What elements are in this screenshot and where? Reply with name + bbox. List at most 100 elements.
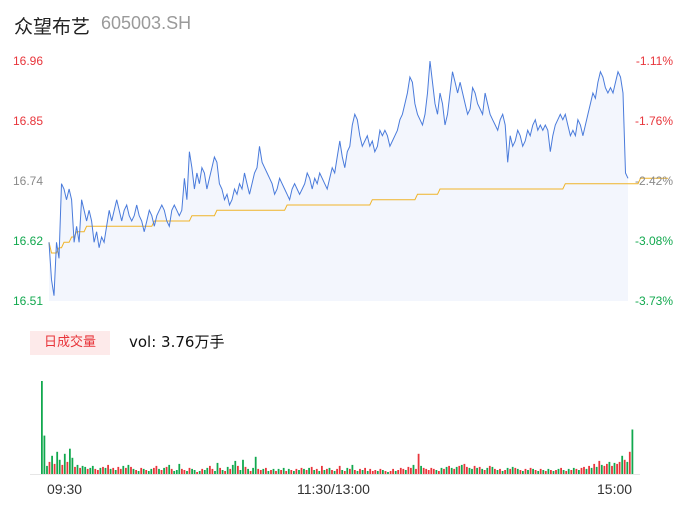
- x-tick-midday: 11:30/13:00: [297, 481, 370, 497]
- volume-bar: [486, 467, 489, 474]
- volume-bar: [130, 466, 132, 474]
- price-chart-area: [48, 60, 669, 301]
- volume-bar: [76, 464, 79, 474]
- left-axis-ticks: 16.96 16.85 16.74 16.62 16.51: [13, 54, 43, 308]
- volume-bar: [618, 461, 621, 474]
- right-tick-label: -3.73%: [635, 294, 673, 308]
- volume-bar: [231, 464, 234, 474]
- volume-bar: [420, 465, 422, 474]
- volume-bar: [257, 468, 260, 474]
- volume-bar: [163, 467, 165, 474]
- volume-bar: [112, 467, 115, 474]
- left-tick-label: 16.62: [13, 234, 43, 248]
- volume-bar: [496, 470, 499, 474]
- volume-bar: [606, 463, 608, 474]
- volume-bar: [117, 466, 120, 474]
- volume-bar: [188, 467, 191, 474]
- volume-bar: [356, 471, 359, 474]
- volume-bar: [600, 464, 603, 474]
- volume-bar: [160, 470, 163, 474]
- volume-bar: [338, 465, 341, 474]
- volume-bars: [30, 381, 640, 475]
- right-axis-ticks: -1.11% -1.76% -2.42% -3.08% -3.73%: [635, 54, 673, 308]
- volume-bar: [476, 467, 478, 474]
- volume-bar: [427, 470, 430, 474]
- volume-bar: [410, 467, 412, 474]
- volume-bar: [127, 464, 130, 474]
- volume-bar: [165, 466, 168, 474]
- volume-bar: [259, 470, 262, 474]
- volume-bar: [135, 470, 137, 474]
- volume-bar: [158, 468, 160, 474]
- volume-bar: [295, 468, 298, 474]
- volume-bar: [277, 468, 280, 474]
- volume-bar: [91, 465, 94, 474]
- volume-bar: [303, 468, 305, 474]
- volume-bar: [438, 471, 440, 474]
- volume-bar: [66, 461, 69, 474]
- left-tick-label: 16.51: [13, 294, 43, 308]
- volume-bar: [588, 465, 590, 474]
- volume-bar: [369, 468, 372, 474]
- volume-bar: [376, 471, 379, 474]
- volume-bar: [211, 468, 214, 474]
- volume-bar: [580, 467, 583, 474]
- volume-bar: [583, 466, 585, 474]
- volume-bar: [102, 466, 104, 474]
- volume-bar: [453, 468, 456, 474]
- volume-bar: [203, 470, 206, 474]
- volume-bar: [425, 468, 428, 474]
- volume-bar: [361, 470, 364, 474]
- volume-bar: [125, 467, 127, 474]
- stock-name: 众望布艺: [14, 16, 91, 38]
- volume-bar: [150, 468, 153, 474]
- volume-bar: [308, 467, 310, 474]
- volume-bar: [384, 471, 387, 474]
- volume-bar: [209, 465, 211, 474]
- volume-bar: [252, 467, 254, 474]
- volume-bar: [201, 468, 204, 474]
- volume-bar: [611, 465, 613, 474]
- volume-bar: [336, 468, 338, 474]
- volume-bar: [63, 453, 66, 474]
- volume-bar: [399, 467, 402, 474]
- volume-bar: [616, 463, 618, 474]
- volume-bar: [132, 468, 135, 474]
- volume-bar: [237, 465, 239, 474]
- volume-bar: [550, 470, 552, 474]
- volume-bar: [366, 471, 369, 474]
- volume-bar: [315, 468, 318, 474]
- volume-bar: [328, 467, 331, 474]
- volume-bar: [603, 465, 606, 474]
- volume-bar: [275, 471, 277, 474]
- volume-bar: [613, 462, 616, 474]
- volume-bar: [247, 468, 249, 474]
- right-tick-label: -2.42%: [635, 174, 673, 188]
- volume-bar: [242, 459, 244, 474]
- volume-bar: [153, 467, 155, 474]
- volume-bar: [473, 465, 476, 474]
- volume-bar: [109, 468, 112, 474]
- volume-bar: [394, 471, 397, 474]
- volume-bar: [402, 468, 405, 474]
- volume-bar: [287, 468, 290, 474]
- volume-bar: [598, 460, 601, 474]
- volume-bar: [542, 470, 545, 474]
- volume-bar: [310, 466, 313, 474]
- volume-bar: [81, 465, 84, 474]
- volume-badge: 日成交量: [30, 331, 110, 355]
- volume-bar: [443, 468, 445, 474]
- volume-bar: [214, 471, 216, 474]
- volume-bar: [272, 468, 275, 474]
- volume-bar: [488, 465, 491, 474]
- volume-bar: [562, 470, 565, 474]
- volume-bar: [229, 468, 232, 474]
- volume-bar: [532, 468, 534, 474]
- volume-bar: [466, 466, 468, 474]
- volume-bar: [364, 467, 366, 474]
- volume-bar: [595, 466, 598, 474]
- volume-bar: [193, 470, 196, 474]
- volume-bar: [313, 470, 316, 474]
- volume-bar: [147, 471, 150, 474]
